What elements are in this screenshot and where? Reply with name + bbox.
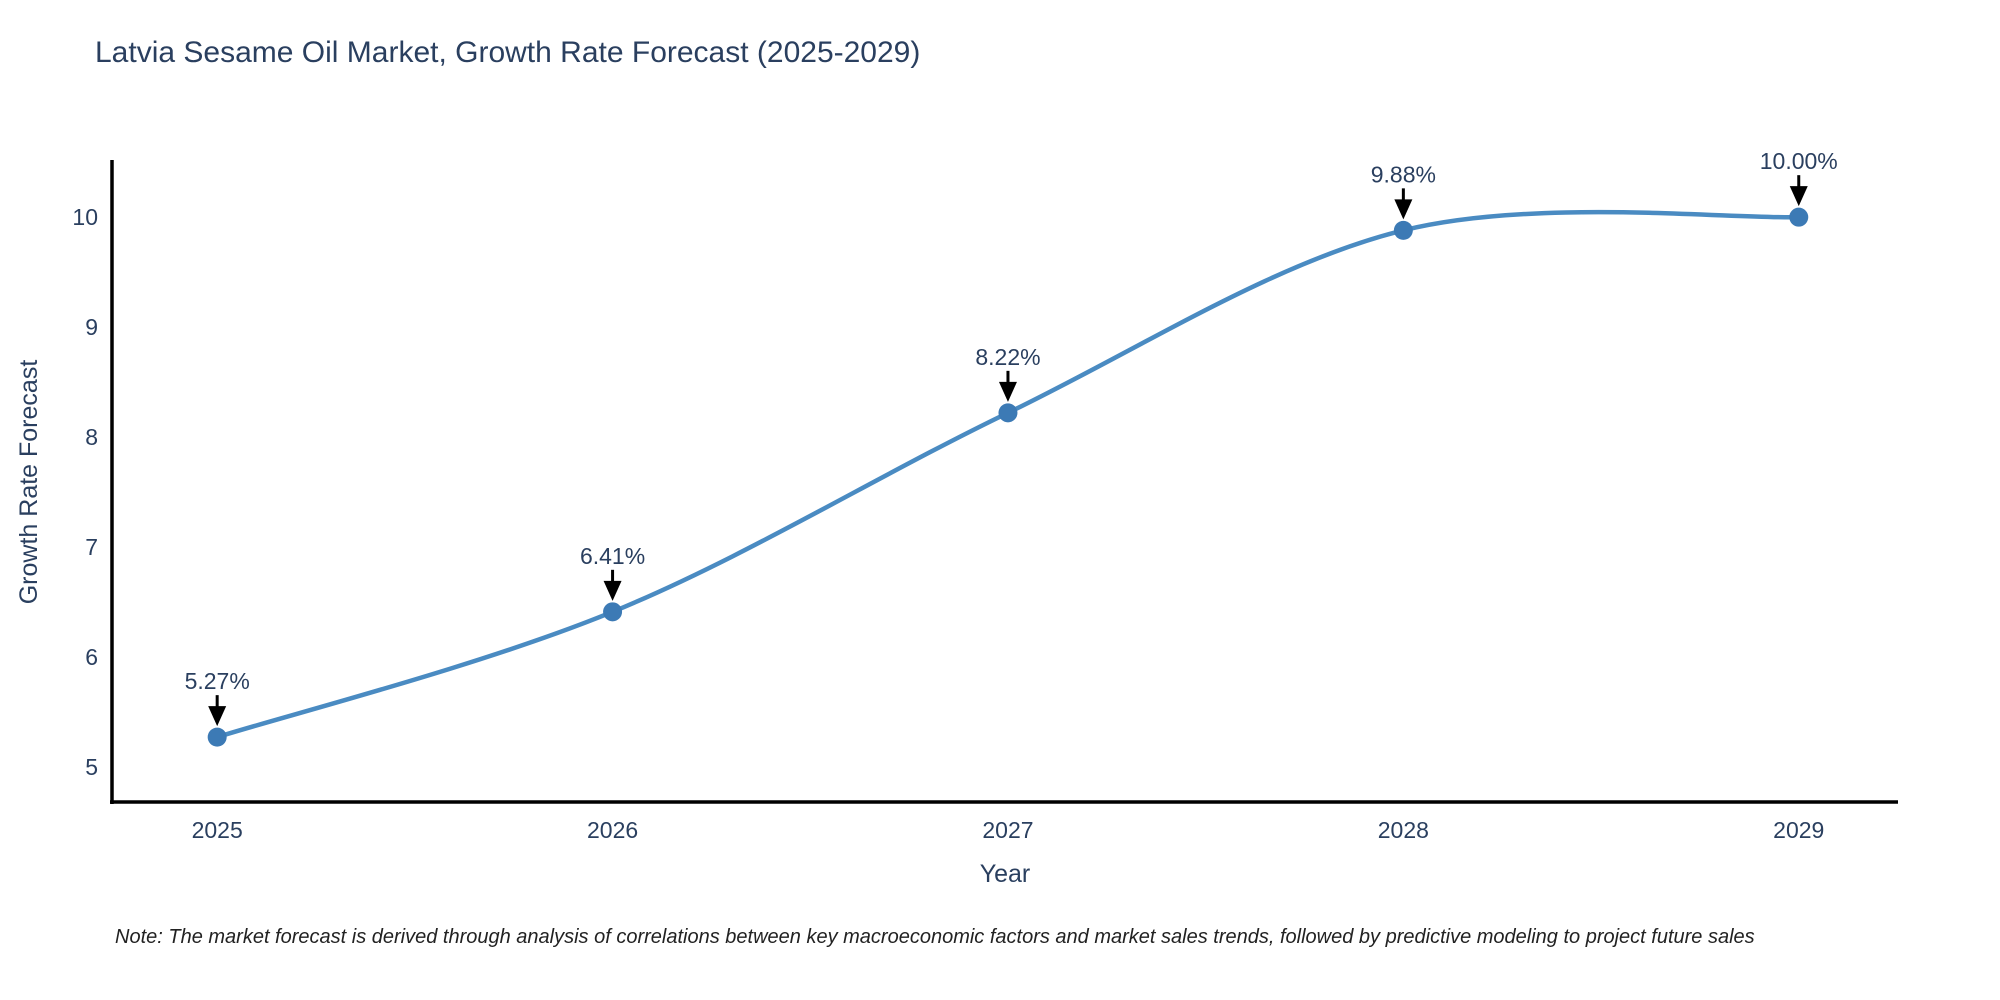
annotation-arrowhead-icon	[1789, 186, 1808, 207]
x-tick-label: 2029	[1773, 817, 1824, 843]
point-value-label: 10.00%	[1760, 148, 1838, 174]
y-tick-label: 10	[72, 204, 98, 230]
x-tick-label: 2027	[982, 817, 1033, 843]
annotation-arrowhead-icon	[208, 706, 227, 727]
y-tick-label: 6	[85, 644, 98, 670]
forecast-line	[214, 209, 1802, 740]
x-tick-label: 2025	[192, 817, 243, 843]
annotation-arrowhead-icon	[998, 381, 1017, 402]
footnote: Note: The market forecast is derived thr…	[115, 926, 1755, 948]
point-value-label: 5.27%	[185, 668, 250, 694]
chart-title: Latvia Sesame Oil Market, Growth Rate Fo…	[95, 36, 921, 69]
data-point-2028[interactable]	[1393, 220, 1413, 240]
data-point-2026[interactable]	[603, 602, 623, 622]
x-tick-label: 2026	[587, 817, 638, 843]
x-tick-label: 2028	[1378, 817, 1429, 843]
point-value-label: 9.88%	[1371, 161, 1436, 187]
y-axis-title: Growth Rate Forecast	[15, 359, 43, 605]
x-axis-title: Year	[979, 860, 1031, 888]
data-point-2025[interactable]	[207, 727, 227, 747]
point-value-label: 6.41%	[580, 543, 645, 569]
data-point-2029[interactable]	[1789, 207, 1809, 227]
annotation-arrowhead-icon	[1394, 199, 1413, 220]
y-tick-label: 9	[85, 314, 98, 340]
y-tick-label: 8	[85, 424, 98, 450]
point-value-label: 8.22%	[975, 344, 1040, 370]
annotation-arrowhead-icon	[603, 580, 622, 601]
y-tick-label: 7	[85, 534, 98, 560]
data-point-2027[interactable]	[998, 403, 1018, 423]
y-tick-label: 5	[85, 754, 98, 780]
